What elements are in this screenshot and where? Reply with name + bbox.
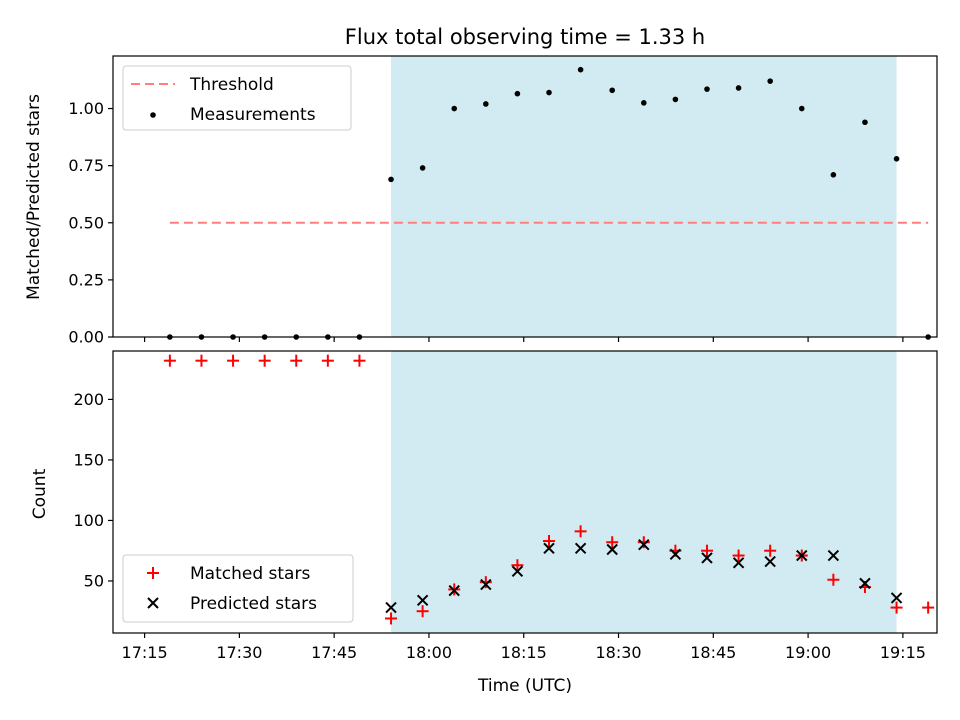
top-panel: Flux total observing time = 1.33 h Match… [24, 25, 938, 347]
matched-point [353, 354, 366, 367]
y-tick-label: 0.50 [68, 213, 104, 232]
measurement-point [546, 89, 552, 96]
x-tick-label: 17:15 [122, 643, 168, 662]
y-tick-label: 0.75 [68, 156, 104, 175]
bottom-legend: Matched stars Predicted stars [122, 554, 354, 623]
matched-point [574, 525, 587, 538]
predicted-point [796, 549, 808, 562]
measurement-point [609, 87, 616, 94]
measurement-point [514, 90, 521, 97]
predicted-point [827, 549, 840, 562]
y-tick-label: 0.25 [68, 270, 104, 289]
measurement-point [419, 165, 426, 171]
y-tick-label: 200 [73, 390, 104, 409]
matched-point [385, 612, 398, 625]
measurement-point [830, 171, 837, 178]
matched-point [827, 573, 840, 586]
measurement-point [451, 105, 458, 112]
legend-matched-label: Matched stars [190, 564, 310, 584]
predicted-point [638, 538, 650, 551]
x-tick-label: 19:00 [785, 643, 831, 662]
matched-point [764, 544, 777, 557]
measurement-point [577, 66, 584, 73]
top-legend-box [122, 65, 352, 131]
matched-point [732, 549, 745, 562]
x-tick-label: 18:45 [690, 643, 736, 662]
top-y-axis-label: Matched/Predicted stars [24, 94, 44, 300]
predicted-point [543, 542, 555, 554]
matched-point [163, 354, 176, 367]
x-tick-label: 19:15 [880, 643, 926, 662]
legend-measurements-swatch [150, 112, 156, 118]
predicted-point [511, 565, 524, 577]
matched-point [543, 535, 556, 548]
legend-predicted-label: Predicted stars [190, 594, 317, 614]
shaded-region [391, 351, 897, 633]
measurement-point [735, 85, 742, 91]
predicted-point [448, 584, 460, 597]
y-tick-label: 150 [73, 450, 104, 469]
matched-point [606, 536, 619, 549]
y-tick-label: 0.00 [68, 328, 104, 347]
predicted-point [574, 542, 587, 554]
bottom-y-axis-label: Count [30, 468, 50, 519]
predicted-point [480, 578, 492, 591]
bottom-legend-box [122, 554, 354, 623]
measurement-point [640, 100, 647, 106]
predicted-point [764, 555, 776, 568]
predicted-point [732, 557, 745, 569]
matched-point [416, 605, 429, 618]
predicted-point [701, 552, 713, 564]
x-tick-label: 17:45 [311, 643, 357, 662]
y-tick-label: 1.00 [68, 99, 104, 118]
chart-title: Flux total observing time = 1.33 h [345, 25, 705, 49]
legend-matched-swatch [147, 567, 159, 579]
x-tick-label: 18:15 [501, 643, 547, 662]
measurement-point [704, 86, 710, 92]
predicted-point [416, 594, 429, 607]
measurement-point [672, 96, 679, 103]
predicted-point [385, 601, 397, 614]
legend-predicted-swatch [147, 597, 159, 609]
x-tick-label: 17:30 [216, 643, 262, 662]
measurement-point [388, 176, 394, 183]
matched-point [637, 536, 650, 549]
matched-point [227, 354, 240, 367]
predicted-point [669, 548, 682, 561]
legend-threshold-label: Threshold [189, 75, 274, 95]
measurement-point [862, 119, 868, 126]
top-legend: Threshold Measurements [122, 65, 352, 131]
bottom-plot-frame [112, 350, 938, 634]
predicted-point [859, 577, 871, 590]
legend-measurements-label: Measurements [190, 105, 316, 125]
matched-point [700, 544, 713, 557]
y-tick-label: 50 [84, 571, 104, 590]
predicted-point [606, 543, 618, 556]
bottom-panel: Count Time (UTC) 50 100 150 200 17:15 17:30 17… [30, 350, 938, 696]
measurement-point [767, 78, 773, 84]
y-tick-label: 100 [73, 511, 104, 530]
x-tick-label: 18:00 [406, 643, 452, 662]
matched-point [511, 559, 524, 572]
measurement-point [483, 101, 489, 107]
matched-point [195, 354, 208, 367]
matched-point [321, 354, 334, 367]
top-plot-frame [112, 55, 938, 338]
matched-point [290, 354, 303, 367]
predicted-point [890, 592, 903, 604]
shaded-region [391, 56, 897, 337]
matched-point [922, 601, 935, 614]
matched-point [479, 576, 492, 589]
matched-point [258, 354, 271, 367]
x-tick-label: 18:30 [595, 643, 641, 662]
x-axis-label: Time (UTC) [477, 676, 572, 696]
measurement-point [798, 105, 805, 112]
matched-point [890, 601, 903, 614]
measurement-point [893, 156, 900, 162]
